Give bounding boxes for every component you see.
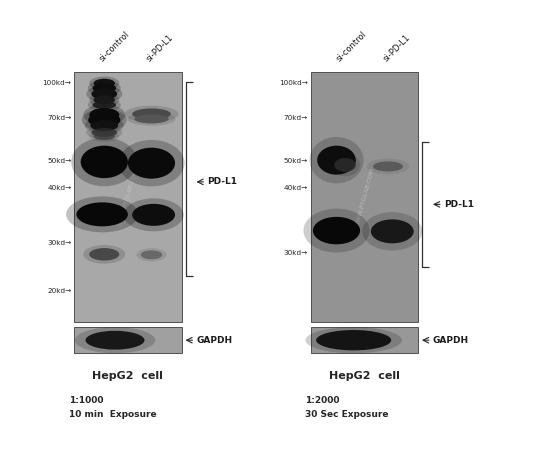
Text: 70kd→: 70kd→ [284, 115, 308, 121]
Ellipse shape [317, 146, 356, 175]
Ellipse shape [90, 120, 118, 131]
Ellipse shape [118, 140, 184, 186]
Ellipse shape [334, 158, 356, 172]
Text: GAPDH: GAPDH [433, 336, 469, 345]
Ellipse shape [367, 158, 409, 175]
Ellipse shape [304, 209, 370, 252]
Ellipse shape [91, 128, 117, 137]
Ellipse shape [85, 331, 145, 350]
Text: 30kd→: 30kd→ [284, 250, 308, 256]
Text: 30 Sec Exposure: 30 Sec Exposure [305, 410, 389, 419]
Ellipse shape [72, 138, 138, 186]
Text: 100kd→: 100kd→ [43, 80, 72, 86]
Ellipse shape [88, 81, 121, 96]
Text: 1:2000: 1:2000 [305, 396, 340, 405]
Text: WWW.PTGLAB.COM: WWW.PTGLAB.COM [118, 167, 138, 227]
Ellipse shape [83, 245, 125, 264]
Ellipse shape [371, 219, 414, 243]
Ellipse shape [85, 117, 124, 134]
Text: 20kd→: 20kd→ [47, 288, 72, 293]
Ellipse shape [66, 196, 138, 232]
Bar [311, 72, 418, 322]
Ellipse shape [81, 146, 128, 178]
Text: 70kd→: 70kd→ [47, 115, 72, 121]
Ellipse shape [91, 89, 117, 99]
Ellipse shape [94, 133, 115, 140]
Ellipse shape [141, 250, 162, 259]
Text: 1:1000: 1:1000 [69, 396, 103, 405]
Ellipse shape [128, 112, 175, 126]
Ellipse shape [310, 137, 364, 183]
Bar [74, 72, 182, 322]
Ellipse shape [89, 108, 119, 122]
Text: 50kd→: 50kd→ [284, 158, 308, 164]
Ellipse shape [313, 217, 360, 244]
Text: si-PD-L1: si-PD-L1 [145, 32, 175, 63]
Ellipse shape [89, 93, 119, 107]
Text: si-control: si-control [98, 29, 132, 63]
Text: HepG2  cell: HepG2 cell [329, 371, 400, 381]
Ellipse shape [316, 330, 391, 351]
Text: 40kd→: 40kd→ [284, 185, 308, 191]
Ellipse shape [89, 76, 119, 90]
Text: PD-L1: PD-L1 [444, 200, 474, 209]
Bar [311, 327, 418, 353]
Text: si-control: si-control [334, 29, 368, 63]
Ellipse shape [124, 106, 179, 122]
Ellipse shape [75, 327, 155, 353]
Ellipse shape [94, 95, 115, 104]
Ellipse shape [305, 327, 402, 353]
Ellipse shape [88, 112, 120, 127]
Ellipse shape [132, 108, 170, 119]
Text: si-PD-L1: si-PD-L1 [382, 32, 412, 63]
Ellipse shape [128, 148, 175, 179]
Ellipse shape [86, 126, 122, 139]
Text: 40kd→: 40kd→ [47, 185, 72, 191]
Ellipse shape [132, 204, 175, 226]
Ellipse shape [89, 248, 119, 261]
Ellipse shape [92, 83, 116, 93]
Text: GAPDH: GAPDH [196, 336, 233, 345]
Text: 50kd→: 50kd→ [47, 158, 72, 164]
Ellipse shape [362, 212, 422, 251]
Ellipse shape [82, 109, 127, 131]
Ellipse shape [330, 154, 360, 176]
Ellipse shape [94, 79, 115, 88]
Bar [74, 327, 182, 353]
Ellipse shape [92, 101, 116, 109]
Text: 10 min  Exposure: 10 min Exposure [69, 410, 156, 419]
Text: HepG2  cell: HepG2 cell [92, 371, 163, 381]
Text: PD-L1: PD-L1 [207, 177, 238, 186]
Ellipse shape [83, 104, 125, 126]
Ellipse shape [88, 99, 121, 111]
Ellipse shape [134, 114, 169, 123]
Ellipse shape [76, 202, 128, 226]
Text: WWW.PTGLAB.COM: WWW.PTGLAB.COM [354, 167, 375, 227]
Ellipse shape [86, 86, 122, 102]
Text: 30kd→: 30kd→ [47, 240, 72, 246]
Ellipse shape [373, 162, 403, 171]
Text: 100kd→: 100kd→ [279, 80, 308, 86]
Ellipse shape [136, 248, 167, 261]
Ellipse shape [89, 131, 119, 142]
Ellipse shape [124, 198, 184, 231]
